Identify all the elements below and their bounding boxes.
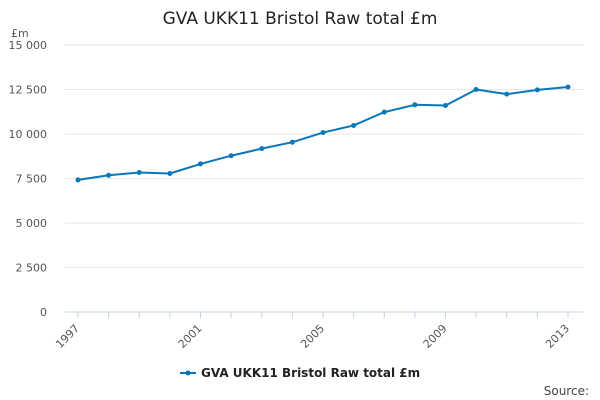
data-point[interactable] (351, 122, 357, 128)
y-tick-label: 7 500 (16, 173, 48, 186)
legend[interactable]: GVA UKK11 Bristol Raw total £m (180, 366, 420, 380)
data-point[interactable] (259, 146, 265, 152)
data-point[interactable] (412, 102, 418, 108)
y-tick-label: 5 000 (16, 217, 48, 230)
legend-point-marker (185, 370, 191, 376)
y-tick-label: 12 500 (9, 84, 48, 97)
series-layer (75, 84, 571, 183)
data-point[interactable] (198, 161, 203, 167)
legend-label: GVA UKK11 Bristol Raw total £m (201, 366, 420, 380)
x-tick-label: 1997 (53, 322, 82, 351)
chart-title: GVA UKK11 Bristol Raw total £m (163, 9, 438, 29)
data-point[interactable] (75, 177, 81, 183)
gridlines (65, 44, 583, 268)
y-tick-label: 2 500 (16, 262, 48, 275)
x-tick-label: 2005 (298, 322, 327, 351)
y-tick-label: 0 (40, 306, 47, 319)
data-point[interactable] (534, 87, 540, 93)
y-axis: 0 2 500 5 000 7 500 10 000 12 500 15 000 (9, 39, 48, 319)
x-tick-label: 2009 (421, 322, 450, 351)
data-point[interactable] (565, 84, 571, 90)
data-point[interactable] (443, 103, 448, 109)
data-point[interactable] (136, 169, 142, 175)
data-point[interactable] (381, 109, 387, 115)
x-tick-label: 2013 (543, 322, 572, 351)
x-axis: 1997 2001 2005 2009 2013 (53, 312, 572, 351)
x-tick-label: 2001 (176, 322, 205, 351)
data-point[interactable] (228, 153, 234, 159)
data-point[interactable] (289, 139, 295, 145)
source-label: Source: (544, 384, 589, 398)
y-axis-unit-label: £m (11, 27, 29, 40)
data-point[interactable] (167, 171, 173, 177)
y-tick-label: 15 000 (9, 39, 48, 52)
data-point[interactable] (473, 87, 479, 92)
data-point[interactable] (320, 130, 326, 136)
data-point[interactable] (106, 172, 112, 178)
y-tick-label: 10 000 (9, 128, 48, 141)
data-point[interactable] (504, 91, 510, 97)
